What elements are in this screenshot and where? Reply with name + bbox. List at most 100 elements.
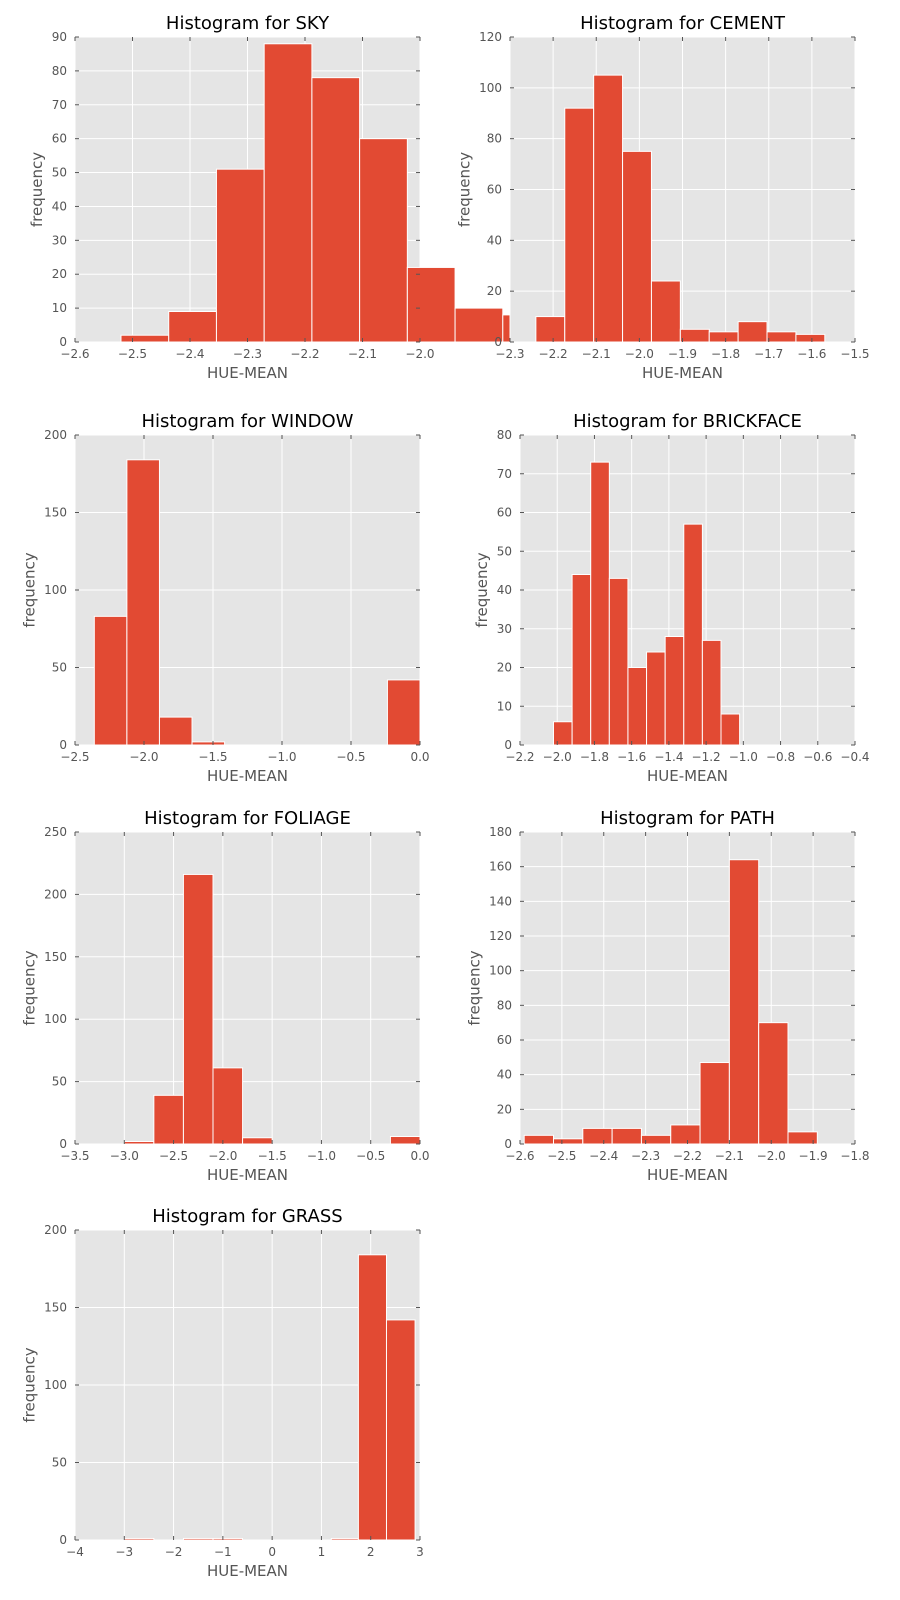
x-tick-label: −2.3 (233, 347, 262, 361)
histogram-bar (622, 150, 652, 343)
histogram-bar (582, 1127, 613, 1145)
x-tick-label: 0 (268, 1545, 276, 1559)
y-tick-label: 0 (504, 738, 512, 752)
x-tick-label: −1.7 (754, 347, 783, 361)
histogram-bar (158, 716, 193, 746)
y-tick-label: 100 (44, 583, 67, 597)
x-tick-label: −2.5 (60, 750, 89, 764)
histogram-bar (708, 331, 739, 343)
y-tick-label: 150 (44, 1301, 67, 1315)
x-tick-label: −3.5 (60, 1149, 89, 1163)
chart-panel: −2.5 −2.0 −1.5 −1.0 −0.5 0.0 0 50 100 150 200 Histo… (21, 411, 430, 785)
x-tick-label: −1.6 (617, 750, 646, 764)
x-tick-label: −2.2 (673, 1149, 702, 1163)
x-tick-label: 0.0 (410, 750, 429, 764)
x-axis-label: HUE-MEAN (207, 1562, 288, 1580)
y-tick-label: 250 (44, 825, 67, 839)
histogram-bar (123, 1141, 155, 1145)
x-tick-label: −1.5 (198, 750, 227, 764)
y-tick-label: 80 (487, 132, 502, 146)
x-tick-label: −1.8 (580, 750, 609, 764)
x-tick-label: −2.0 (543, 750, 572, 764)
histogram-bar (646, 651, 666, 746)
y-tick-label: 40 (487, 233, 502, 247)
histogram-bar (215, 168, 265, 343)
y-axis-label: frequency (473, 552, 491, 627)
y-tick-label: 120 (479, 30, 502, 44)
histogram-bar (357, 1254, 387, 1541)
y-tick-label: 80 (497, 998, 512, 1012)
histogram-bar (758, 1022, 789, 1145)
histogram-bar (93, 615, 128, 746)
y-tick-label: 50 (52, 1456, 67, 1470)
y-tick-label: 180 (489, 825, 512, 839)
histogram-bar (386, 679, 421, 746)
y-axis-label: frequency (456, 152, 474, 227)
x-tick-label: −2.2 (290, 347, 319, 361)
y-tick-label: 60 (497, 506, 512, 520)
y-tick-label: 50 (52, 661, 67, 675)
y-tick-label: 0 (59, 738, 67, 752)
chart-panel: −2.3 −2.2 −2.1 −2.0 −1.9 −1.8 −1.7 −1.6 −1.5 0 20 4… (456, 13, 870, 382)
x-tick-label: 2 (367, 1545, 375, 1559)
chart-title: Histogram for GRASS (152, 1206, 342, 1227)
x-axis-label: HUE-MEAN (207, 364, 288, 382)
histogram-bar (728, 859, 760, 1145)
histogram-bar (650, 280, 681, 343)
histogram-bar (242, 1137, 273, 1145)
x-tick-label: −1.5 (258, 1149, 287, 1163)
histogram-bar (212, 1067, 244, 1145)
histogram-bar (683, 523, 703, 746)
histogram-bar (168, 311, 217, 343)
histogram-bar (191, 741, 226, 746)
y-tick-label: 120 (489, 929, 512, 943)
y-tick-label: 0 (504, 1137, 512, 1151)
y-tick-label: 40 (52, 199, 67, 213)
y-tick-label: 100 (44, 1012, 67, 1026)
y-tick-label: 60 (497, 1033, 512, 1047)
y-tick-label: 20 (52, 267, 67, 281)
x-tick-label: −1.0 (267, 750, 296, 764)
histogram-bar (627, 667, 648, 746)
y-tick-label: 20 (487, 284, 502, 298)
x-tick-label: −1.8 (711, 347, 740, 361)
y-tick-label: 40 (497, 583, 512, 597)
y-tick-label: 10 (52, 301, 67, 315)
x-tick-label: −1.9 (799, 1149, 828, 1163)
x-tick-label: −1 (214, 1545, 232, 1559)
histogram-bar (123, 1537, 155, 1541)
histogram-bar (153, 1094, 184, 1145)
x-tick-label: −1.4 (654, 750, 683, 764)
histogram-bar (454, 307, 504, 343)
chart-panel: −2.2 −2.0 −1.8 −1.6 −1.4 −1.2 −1.0 −0.8 −0.6 −0.4… (473, 411, 870, 785)
histogram-bar (120, 334, 170, 343)
chart-title: Histogram for WINDOW (142, 411, 354, 432)
y-tick-label: 30 (52, 233, 67, 247)
histogram-bar (553, 721, 573, 746)
y-tick-label: 50 (497, 544, 512, 558)
histogram-bar (766, 331, 797, 343)
x-tick-label: −2.6 (505, 1149, 534, 1163)
x-axis-label: HUE-MEAN (207, 767, 288, 785)
histogram-bar (611, 1127, 642, 1145)
histogram-bar (553, 1138, 584, 1145)
y-tick-label: 90 (52, 30, 67, 44)
x-axis-label: HUE-MEAN (647, 767, 728, 785)
x-tick-label: −2.4 (175, 347, 204, 361)
x-tick-label: −3 (115, 1545, 133, 1559)
y-tick-label: 20 (497, 1102, 512, 1116)
x-tick-label: −1.5 (840, 347, 869, 361)
chart-panel: −2.6 −2.5 −2.4 −2.3 −2.2 −2.1 −2.0 0 10 20 30 40 50 6… (28, 13, 599, 382)
histogram-bar (795, 333, 826, 343)
histogram-bar (701, 639, 722, 746)
x-tick-label: −0.5 (336, 750, 365, 764)
y-tick-label: 0 (494, 335, 502, 349)
x-tick-label: −2.1 (582, 347, 611, 361)
x-tick-label: −2.2 (539, 347, 568, 361)
histogram-bar (564, 107, 595, 343)
x-tick-label: −4 (66, 1545, 84, 1559)
histogram-bar (389, 1136, 421, 1145)
x-axis-label: HUE-MEAN (207, 1166, 288, 1184)
chart-panel: −3.5 −3.0 −2.5 −2.0 −1.5 −1.0 −0.5 0.0 0 50 100 150… (21, 808, 430, 1184)
